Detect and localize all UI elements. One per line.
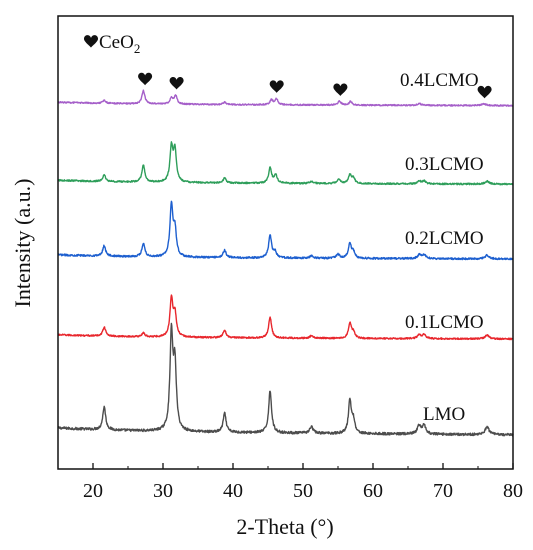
series-label-0-1lcmo: 0.1LCMO <box>405 312 484 333</box>
series-line-0-1lcmo <box>57 294 514 341</box>
plot-frame <box>57 15 514 470</box>
x-tick-label: 20 <box>83 480 103 502</box>
legend-heart-icon <box>83 35 99 48</box>
ceo2-heart-icon <box>477 85 492 99</box>
ceo2-heart-icon <box>138 72 153 86</box>
series-line-0-3lcmo <box>57 141 514 186</box>
ceo2-heart-icon <box>333 83 348 97</box>
series-label-0-3lcmo: 0.3LCMO <box>405 154 484 175</box>
x-tick-label: 40 <box>223 480 243 502</box>
x-tick-label: 50 <box>293 480 313 502</box>
x-tick-layer: 20 30 40 50 60 70 80 <box>57 463 523 502</box>
series-line-lmo <box>57 322 514 437</box>
series-line-0-2lcmo <box>57 200 514 261</box>
ceo2-heart-icon <box>269 80 284 93</box>
legend-label-main: CeO <box>99 32 134 53</box>
ceo2-heart-icon <box>169 77 184 90</box>
series-label-0-4lcmo: 0.4LCMO <box>400 70 479 91</box>
legend: CeO2 <box>83 32 140 56</box>
ceo2-marker-layer <box>138 72 492 99</box>
x-tick-label: 60 <box>363 480 383 502</box>
series-label-0-2lcmo: 0.2LCMO <box>405 228 484 249</box>
x-tick-label: 80 <box>503 480 523 502</box>
x-tick-label: 70 <box>433 480 453 502</box>
series-label-lmo: LMO <box>423 404 465 425</box>
y-axis-title: Intensity (a.u.) <box>10 179 35 308</box>
legend-label: CeO2 <box>99 32 140 56</box>
series-layer <box>57 89 514 437</box>
x-axis-title: 2-Theta (°) <box>236 514 333 539</box>
legend-label-sub: 2 <box>134 41 141 56</box>
x-tick-label: 30 <box>153 480 173 502</box>
series-label-layer: LMO 0.1LCMO 0.2LCMO 0.3LCMO 0.4LCMO <box>400 70 484 425</box>
series-line-0-4lcmo <box>57 89 514 107</box>
